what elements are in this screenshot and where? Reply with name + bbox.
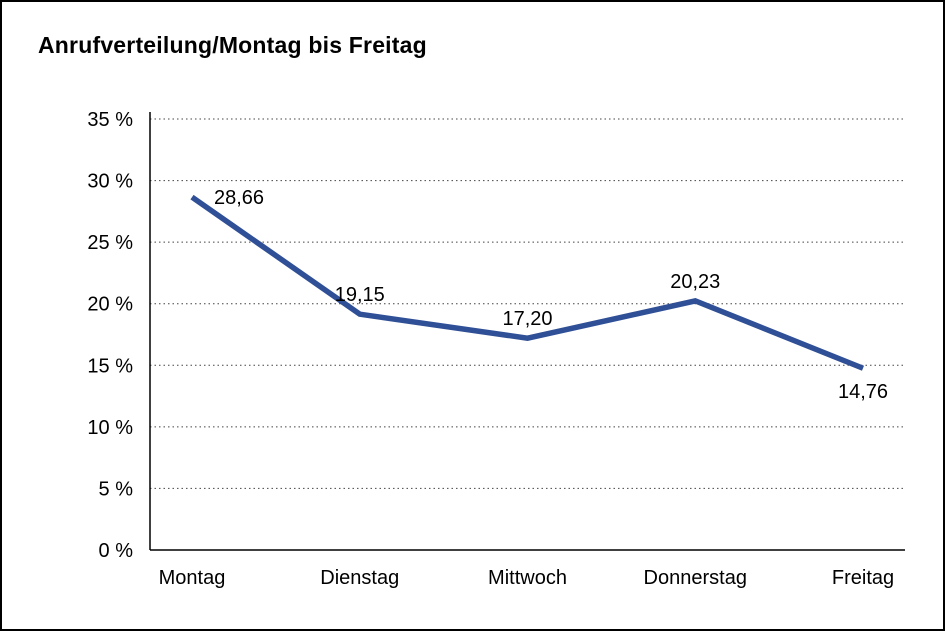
x-category-label: Dienstag <box>320 567 399 589</box>
data-line <box>190 194 865 371</box>
y-tick-label: 30 % <box>87 171 133 193</box>
y-tick-label: 10 % <box>87 417 133 439</box>
y-tick-label: 0 % <box>99 540 134 562</box>
chart-title: Anrufverteilung/Montag bis Freitag <box>38 32 427 58</box>
data-point-label: 28,66 <box>214 187 264 209</box>
y-tick-label: 35 % <box>87 109 133 131</box>
x-category-label: Donnerstag <box>644 567 747 589</box>
x-category-label: Montag <box>159 567 226 589</box>
data-point-label: 20,23 <box>670 271 720 293</box>
y-tick-label: 15 % <box>87 355 133 377</box>
y-tick-label: 25 % <box>87 232 133 254</box>
x-category-label: Freitag <box>832 567 894 589</box>
y-tick-label: 5 % <box>99 478 134 500</box>
y-tick-label: 20 % <box>87 294 133 316</box>
data-point-label: 17,20 <box>502 308 552 330</box>
data-point-label: 14,76 <box>838 381 888 403</box>
x-category-label: Mittwoch <box>488 567 567 589</box>
data-point-label: 19,15 <box>335 284 385 306</box>
